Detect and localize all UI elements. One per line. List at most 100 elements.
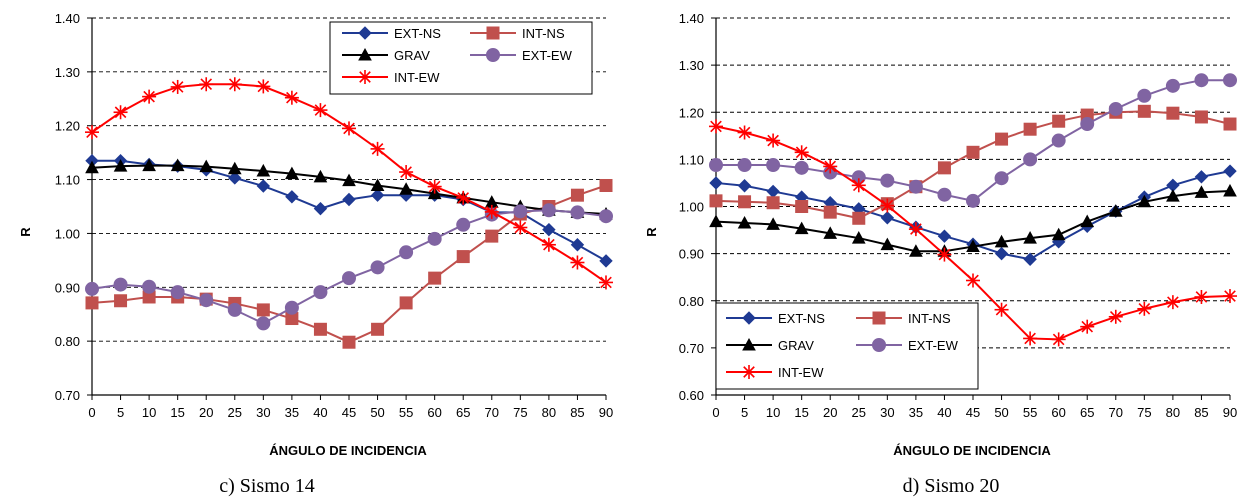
data-point xyxy=(794,160,809,175)
data-point xyxy=(709,194,723,208)
data-point xyxy=(284,300,299,315)
data-point xyxy=(114,294,128,308)
data-point xyxy=(1051,227,1066,241)
x-tick-label: 60 xyxy=(427,405,441,420)
x-tick-label: 85 xyxy=(570,405,584,420)
legend-label: INT-EW xyxy=(778,365,824,380)
data-point xyxy=(766,184,780,199)
x-tick-label: 75 xyxy=(513,405,527,420)
y-axis-title: R xyxy=(18,227,33,237)
x-tick-label: 30 xyxy=(256,405,270,420)
x-tick-label: 25 xyxy=(228,405,242,420)
data-point xyxy=(85,160,99,174)
x-tick-label: 50 xyxy=(994,405,1008,420)
data-point xyxy=(709,214,723,228)
data-point xyxy=(966,239,980,253)
data-point xyxy=(737,179,752,193)
data-point xyxy=(823,159,838,174)
data-point xyxy=(427,231,442,246)
legend-marker xyxy=(486,48,500,62)
legend-item-ext-ns: EXT-NS xyxy=(726,311,825,326)
data-point xyxy=(709,176,723,190)
legend-item-ext-ns: EXT-NS xyxy=(342,26,441,41)
data-point xyxy=(599,275,613,290)
data-point xyxy=(1023,122,1037,136)
data-point xyxy=(399,182,413,195)
data-point xyxy=(570,188,584,202)
data-point xyxy=(795,200,809,213)
legend-label: GRAV xyxy=(778,338,814,353)
data-point xyxy=(370,141,385,156)
data-point xyxy=(599,209,613,224)
data-point xyxy=(937,229,952,243)
y-tick-label: 1.20 xyxy=(679,105,704,120)
data-point xyxy=(142,158,156,172)
data-point xyxy=(513,220,528,235)
data-point xyxy=(1108,309,1123,324)
data-point xyxy=(170,79,185,94)
data-point xyxy=(170,285,185,300)
data-point xyxy=(285,190,299,204)
data-point xyxy=(570,255,585,270)
x-tick-label: 55 xyxy=(399,405,413,420)
data-point xyxy=(937,187,952,202)
x-tick-label: 85 xyxy=(1194,405,1208,420)
data-point xyxy=(456,250,470,264)
y-tick-label: 0.70 xyxy=(55,388,80,403)
legend-item-grav: GRAV xyxy=(342,47,430,63)
legend-label: GRAV xyxy=(394,48,430,63)
chart-panel-sismo-14: c) Sismo 14 ÁNGULO DE INCIDENCIA R 0.70 0… xyxy=(18,11,613,497)
data-point xyxy=(342,271,356,286)
data-point xyxy=(1166,189,1180,202)
data-point xyxy=(313,103,328,118)
data-point xyxy=(1165,295,1180,310)
x-tick-label: 70 xyxy=(485,405,499,420)
legend-item-int-ns: INT-NS xyxy=(470,26,565,41)
data-point xyxy=(851,178,866,193)
data-point xyxy=(1080,214,1095,228)
data-point xyxy=(428,271,442,285)
data-point xyxy=(85,125,99,140)
data-point xyxy=(1194,110,1208,124)
series-line xyxy=(91,209,607,325)
data-point xyxy=(485,229,499,243)
x-tick-label: 40 xyxy=(937,405,951,420)
y-tick-label: 0.70 xyxy=(679,341,704,356)
data-point xyxy=(456,190,471,205)
series-ext-ew xyxy=(709,73,1237,208)
data-point xyxy=(794,221,809,235)
data-point xyxy=(599,178,613,192)
data-point xyxy=(994,234,1009,248)
data-point xyxy=(1051,133,1066,148)
data-point xyxy=(966,273,980,288)
x-tick-label: 65 xyxy=(456,405,470,420)
data-point xyxy=(484,204,499,219)
x-tick-label: 75 xyxy=(1137,405,1151,420)
y-axis-title: R xyxy=(644,227,659,237)
data-point xyxy=(937,161,951,175)
y-tick-label: 1.40 xyxy=(55,11,80,26)
data-point xyxy=(908,179,923,194)
data-point xyxy=(142,279,157,294)
legend-marker xyxy=(742,337,756,351)
data-point xyxy=(1023,231,1037,244)
legend-marker xyxy=(486,26,500,40)
y-tick-label: 0.90 xyxy=(679,247,704,262)
x-axis-title: ÁNGULO DE INCIDENCIA xyxy=(269,443,427,458)
data-point xyxy=(399,296,413,310)
data-point xyxy=(737,125,752,140)
data-point xyxy=(227,302,242,317)
chart-panel-sismo-20: d) Sismo 20 ÁNGULO DE INCIDENCIA R 0.60 0… xyxy=(644,11,1237,497)
y-tick-label: 1.00 xyxy=(679,200,704,215)
data-point xyxy=(513,204,528,219)
x-tick-label: 25 xyxy=(852,405,866,420)
data-point xyxy=(256,316,271,331)
data-point xyxy=(284,90,299,105)
data-point xyxy=(113,277,128,292)
legend-label: INT-NS xyxy=(522,26,565,41)
y-tick-label: 1.10 xyxy=(679,152,704,167)
data-point xyxy=(1108,204,1123,217)
legend-item-int-ew: INT-EW xyxy=(726,365,824,380)
data-point xyxy=(937,247,952,262)
